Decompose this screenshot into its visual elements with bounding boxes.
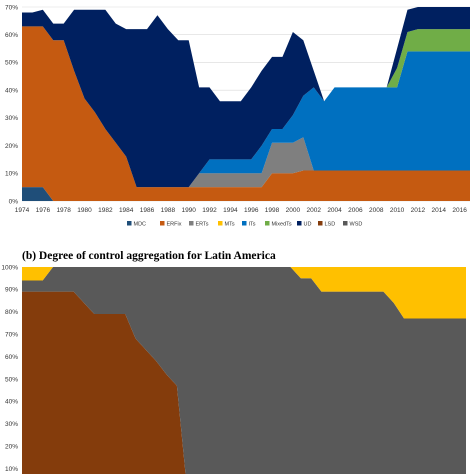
chart-a-y-ticks: 0% 10% 20% 30% 40% 50% 60% 70% [5,4,18,205]
chart-a-area-erfix [22,26,470,202]
chart-a-x-tick-label: 1976 [36,207,51,214]
chart-a-area-ud [22,7,470,188]
chart-a-x-ticks: 1974 1976 1978 1980 1982 1984 1986 1988 1990 1992… [15,207,467,214]
chart-a-x-tick-label: 2012 [411,207,426,214]
chart-b-y-tick-label: 20% [5,444,18,451]
chart-a-x-tick-label: 2008 [369,207,384,214]
chart-b-y-tick-label: 100% [1,264,18,271]
legend-label-wsd: WSD [350,222,363,228]
chart-a-x-tick-label: 2010 [390,207,405,214]
legend-swatch-mixedts [265,221,270,226]
legend-label-its: ITs [249,222,256,228]
chart-b-y-tick-label: 80% [5,309,18,316]
chart-a-areas [22,7,470,202]
legend-label-mts: MTs [225,222,235,228]
chart-b-y-tick-label: 30% [5,421,18,428]
chart-a-x-tick-label: 2002 [306,207,321,214]
chart-a-x-tick-label: 2016 [452,207,467,214]
chart-a-x-tick-label: 1984 [119,207,134,214]
chart-a-x-tick-label: 1986 [140,207,155,214]
chart-a-x-tick-label: 1980 [77,207,92,214]
chart-a-x-tick-label: 1982 [98,207,113,214]
legend-swatch-erfix [160,221,165,226]
chart-b-y-tick-label: 40% [5,399,18,406]
chart-b-y-tick-label: 60% [5,354,18,361]
chart-a-x-tick-label: 2006 [348,207,363,214]
chart-b-y-tick-label: 50% [5,376,18,383]
chart-b-y-tick-label: 10% [5,466,18,473]
chart-a-area-its [22,26,470,188]
chart-b-title: (b) Degree of control aggregation for La… [22,250,276,262]
legend-label-lsd: LSD [325,222,336,228]
chart-a-y-tick-label: 40% [5,87,18,94]
legend-label-ud: UD [304,222,312,228]
chart-b: 0%10%20%30%40%50%60%70%80%90%100% [1,264,466,474]
chart-b-area-mts [22,267,466,319]
chart-a-y-tick-label: 0% [9,198,19,205]
chart-a-x-tick-label: 1994 [223,207,238,214]
legend-swatch-lsd [318,221,323,226]
legend-swatch-its [242,221,247,226]
chart-a-x-tick-label: 2000 [286,207,301,214]
legend-swatch-ud [297,221,302,226]
chart-a-y-tick-label: 20% [5,143,18,150]
chart-b-y-tick-label: 70% [5,332,18,339]
chart-a-y-tick-label: 50% [5,60,18,67]
chart-a-x-tick-label: 1990 [181,207,196,214]
chart-a-x-tick-label: 1988 [161,207,176,214]
chart-b-y-tick-label: 90% [5,287,18,294]
legend-label-mixedts: MixedTs [272,222,292,228]
chart-a-y-tick-label: 70% [5,4,18,11]
chart-a-x-tick-label: 1978 [56,207,71,214]
chart-a-x-tick-label: 2014 [432,207,447,214]
chart-a-x-tick-label: 1996 [244,207,259,214]
chart-a-x-tick-label: 1998 [265,207,280,214]
chart-b-areas [22,267,466,474]
chart-a-legend: MDC ERFix ERTs MTs ITs MixedTs UD LSD WSD [127,221,362,228]
legend-label-erfix: ERFix [167,222,182,228]
chart-a-y-tick-label: 10% [5,171,18,178]
chart-b-area-lsd [22,291,186,474]
chart-a-y-tick-label: 60% [5,32,18,39]
chart-a-area-mixedts [22,26,470,188]
chart-a-x-tick-label: 1992 [202,207,217,214]
chart-a-x-tick-label: 1974 [15,207,30,214]
chart-b-y-ticks: 0%10%20%30%40%50%60%70%80%90%100% [1,264,18,473]
chart-a-y-tick-label: 30% [5,115,18,122]
chart-a-x-tick-label: 2004 [327,207,342,214]
legend-swatch-erts [189,221,194,226]
legend-label-mdc: MDC [134,222,147,228]
legend-swatch-mts [218,221,223,226]
chart-a: 0% 10% 20% 30% 40% 50% 60% 70% 1974 1976 1978 1980… [5,4,470,228]
legend-swatch-mdc [127,221,132,226]
legend-swatch-wsd [343,221,348,226]
chart-b-area-wsd [22,267,466,474]
legend-label-erts: ERTs [196,222,209,228]
